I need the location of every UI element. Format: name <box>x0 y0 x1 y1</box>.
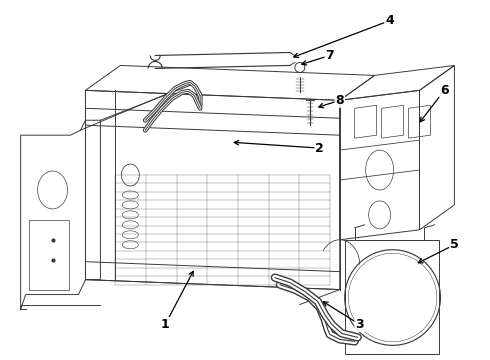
Text: 7: 7 <box>325 49 334 62</box>
Text: 3: 3 <box>355 318 364 331</box>
Text: 2: 2 <box>316 141 324 155</box>
Text: 1: 1 <box>161 318 170 331</box>
Text: 5: 5 <box>450 238 459 251</box>
Text: 4: 4 <box>385 14 394 27</box>
Text: 8: 8 <box>336 94 344 107</box>
Text: 6: 6 <box>440 84 449 97</box>
